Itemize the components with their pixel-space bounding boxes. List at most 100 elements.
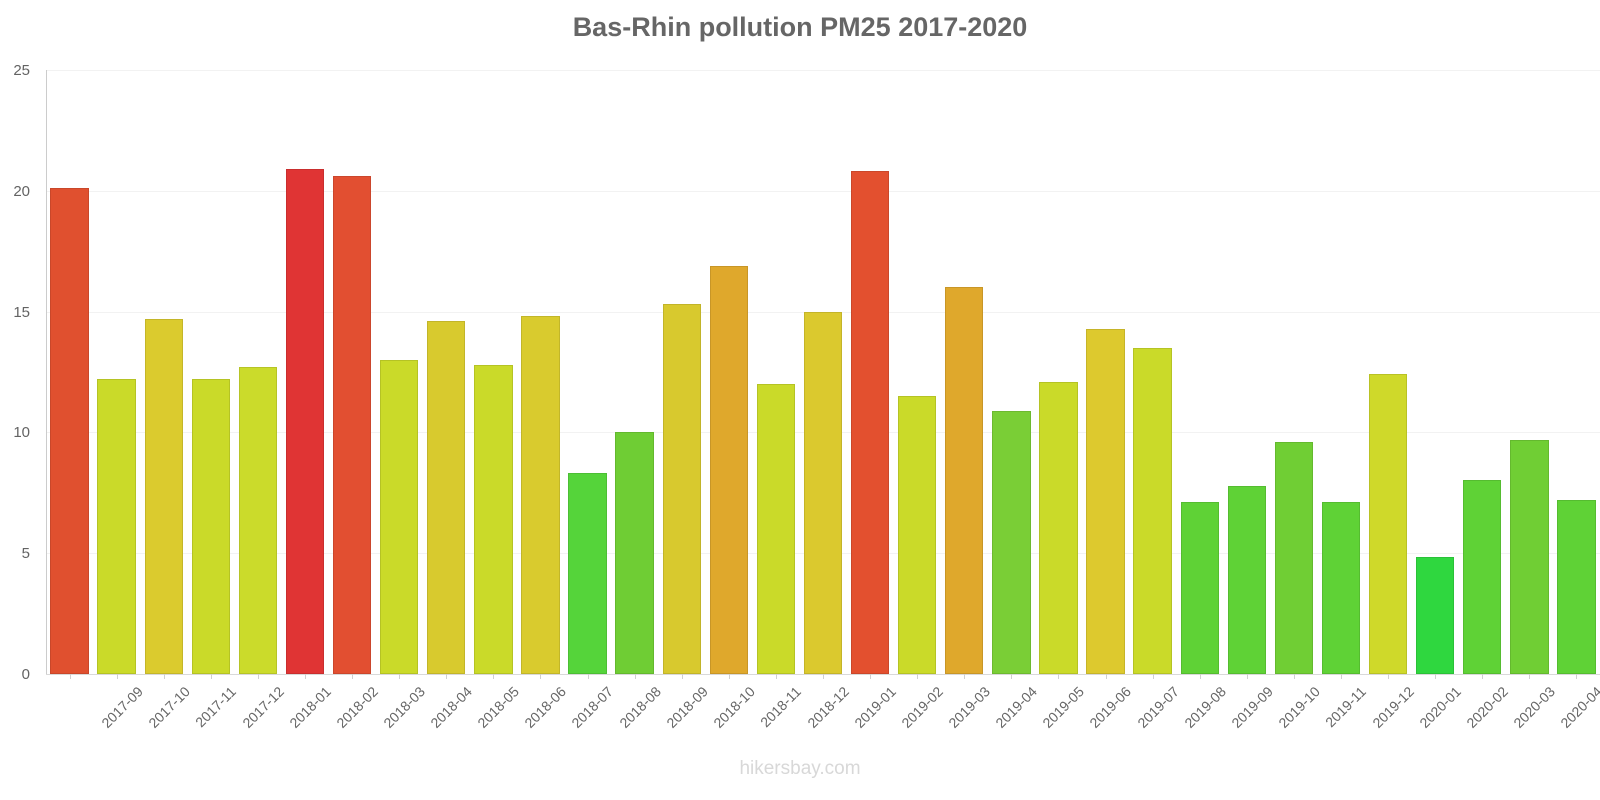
x-axis-tick-label: 2019-03 xyxy=(945,683,994,731)
x-axis-tick-mark xyxy=(728,674,730,679)
x-axis-tick-label: 2019-06 xyxy=(1086,683,1135,731)
bar[interactable] xyxy=(427,321,466,674)
x-axis-tick-label: 2018-07 xyxy=(568,683,617,731)
x-axis-tick-mark xyxy=(870,674,872,679)
bar[interactable] xyxy=(850,171,890,674)
x-axis-tick-label: 2019-10 xyxy=(1275,683,1323,731)
y-axis-tick-label: 5 xyxy=(21,545,30,563)
bar[interactable] xyxy=(1321,502,1361,674)
bar[interactable] xyxy=(662,304,701,674)
y-axis-line xyxy=(46,70,47,674)
bar[interactable] xyxy=(238,367,278,674)
x-axis-tick-label: 2018-08 xyxy=(615,683,664,731)
x-axis-tick-label: 2017-10 xyxy=(144,683,193,731)
bar[interactable] xyxy=(474,364,513,674)
bar[interactable] xyxy=(803,311,843,674)
bar[interactable] xyxy=(992,410,1031,674)
y-axis-tick-label: 15 xyxy=(13,303,30,321)
x-axis-tick-mark xyxy=(210,674,212,679)
x-axis-tick-mark xyxy=(352,674,354,679)
x-axis-tick-mark xyxy=(1435,674,1437,679)
bar[interactable] xyxy=(1086,328,1125,674)
x-axis-tick-label: 2019-09 xyxy=(1228,683,1276,731)
bar[interactable] xyxy=(379,359,419,674)
x-axis-tick-mark xyxy=(681,674,683,679)
bar[interactable] xyxy=(1039,381,1078,674)
x-axis-tick-label: 2019-12 xyxy=(1369,683,1417,731)
bar[interactable] xyxy=(1557,500,1596,674)
x-axis-tick-mark xyxy=(1058,674,1060,679)
x-axis-tick-mark xyxy=(446,674,448,679)
bars-container xyxy=(46,70,1600,674)
x-axis-tick-mark xyxy=(116,674,118,679)
y-axis-tick-label: 25 xyxy=(13,62,30,79)
bar[interactable] xyxy=(756,384,796,674)
x-axis-tick-label: 2018-10 xyxy=(710,683,758,731)
x-axis-tick-mark xyxy=(1246,674,1248,679)
x-axis-tick-mark xyxy=(1152,674,1154,679)
bar[interactable] xyxy=(144,318,183,674)
x-axis-tick-label: 2019-07 xyxy=(1133,683,1182,731)
bar[interactable] xyxy=(709,265,748,674)
bar[interactable] xyxy=(1227,485,1266,674)
x-axis-tick-mark xyxy=(917,674,919,679)
bar[interactable] xyxy=(897,396,937,674)
x-axis-tick-label: 2019-02 xyxy=(898,683,947,731)
x-axis-tick-mark xyxy=(1482,674,1484,679)
x-axis-tick-label: 2019-08 xyxy=(1180,683,1229,731)
chart-title: Bas-Rhin pollution PM25 2017-2020 xyxy=(572,12,1028,42)
x-axis-tick-label: 2018-09 xyxy=(662,683,711,731)
bar[interactable] xyxy=(615,432,654,674)
y-axis-tick-label: 0 xyxy=(21,666,30,683)
bar[interactable] xyxy=(1415,556,1455,674)
bar[interactable] xyxy=(568,473,607,674)
x-axis-tick-label: 2017-09 xyxy=(97,683,146,731)
x-axis-tick-mark xyxy=(257,674,259,679)
x-axis-tick-label: 2020-02 xyxy=(1463,683,1512,731)
x-axis-tick-mark xyxy=(823,674,824,679)
x-axis-tick-label: 2018-11 xyxy=(756,683,804,731)
x-axis-tick-mark xyxy=(1388,674,1390,679)
bar[interactable] xyxy=(50,188,89,674)
x-axis-tick-mark xyxy=(163,674,165,679)
x-axis-tick-label: 2018-01 xyxy=(286,683,334,731)
x-axis-tick-mark xyxy=(964,674,966,679)
x-axis-tick-mark xyxy=(1293,674,1295,679)
x-axis-tick-label: 2018-05 xyxy=(474,683,523,731)
x-axis-tick-label: 2018-12 xyxy=(804,683,852,731)
bar[interactable] xyxy=(945,287,984,674)
x-axis-tick-mark xyxy=(1529,674,1531,679)
gridline xyxy=(46,70,1600,71)
x-axis-tick-label: 2019-11 xyxy=(1321,683,1369,731)
bar[interactable] xyxy=(97,379,136,674)
x-axis-tick-label: 2019-04 xyxy=(992,683,1041,731)
x-axis-tick-label: 2018-03 xyxy=(380,683,429,731)
bar[interactable] xyxy=(1510,439,1549,674)
x-axis-tick-mark xyxy=(305,674,306,679)
gridline xyxy=(46,190,1600,192)
x-axis-tick-mark xyxy=(1341,674,1342,679)
x-axis-tick-mark xyxy=(399,674,401,679)
x-axis-tick-label: 2019-01 xyxy=(851,683,899,731)
bar[interactable] xyxy=(1133,347,1172,674)
y-axis-tick-label: 10 xyxy=(13,424,30,442)
x-axis-tick-mark xyxy=(1199,674,1201,679)
bar[interactable] xyxy=(332,176,372,674)
x-axis-tick-mark xyxy=(1576,674,1578,679)
bar[interactable] xyxy=(1368,374,1408,674)
x-axis-tick-mark xyxy=(69,674,71,679)
footer-credit: hikersbay.com xyxy=(739,758,861,779)
x-axis-tick-mark xyxy=(540,674,542,679)
bar[interactable] xyxy=(1274,442,1314,674)
bar[interactable] xyxy=(285,169,325,674)
x-axis-tick-mark xyxy=(634,674,636,679)
x-axis-tick-label: 2020-03 xyxy=(1510,683,1559,731)
bar[interactable] xyxy=(191,379,230,674)
bar[interactable] xyxy=(1180,502,1219,674)
bar[interactable] xyxy=(521,316,560,674)
x-axis-tick-label: 2018-04 xyxy=(427,683,476,731)
x-axis-tick-label: 2017-12 xyxy=(239,683,287,731)
bar[interactable] xyxy=(1463,479,1502,674)
x-axis-tick-label: 2019-05 xyxy=(1039,683,1088,731)
